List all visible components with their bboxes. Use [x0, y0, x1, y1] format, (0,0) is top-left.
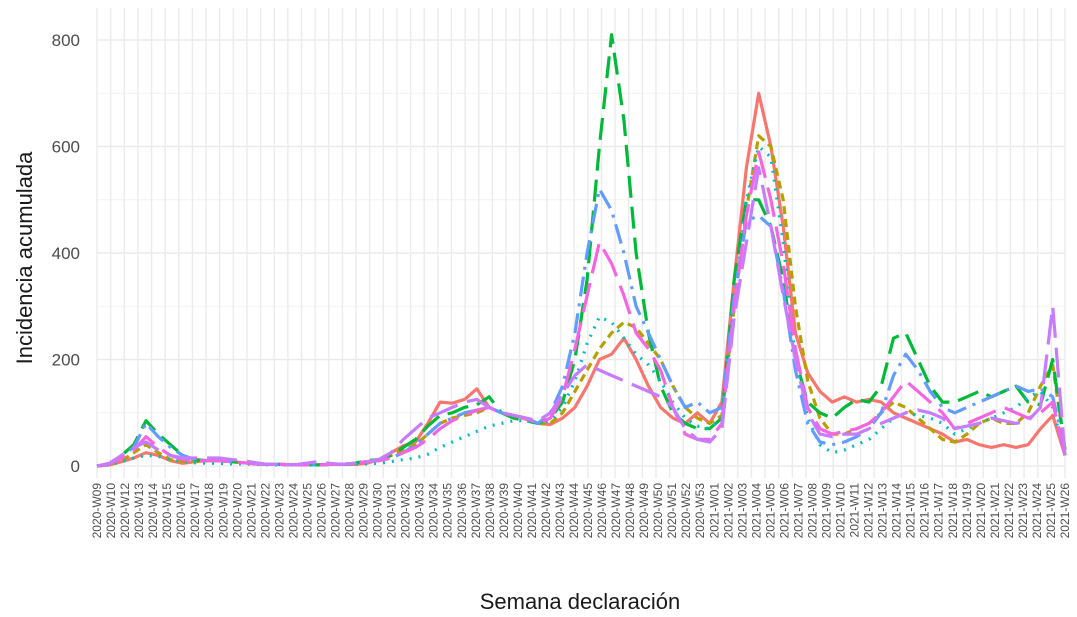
x-tick-label: 2021-W24	[1030, 483, 1044, 539]
x-tick-label: 2021-W07	[791, 483, 805, 539]
x-tick-label: 2020-W17	[188, 483, 202, 539]
x-tick-label: 2020-W48	[623, 483, 637, 539]
x-tick-label: 2021-W05	[763, 483, 777, 539]
y-tick-label: 800	[52, 31, 80, 50]
x-tick-label: 2021-W19	[960, 483, 974, 539]
x-tick-label: 2020-W13	[132, 483, 146, 539]
x-tick-label: 2020-W12	[118, 483, 132, 539]
x-tick-label: 2020-W19	[216, 483, 230, 539]
x-tick-label: 2020-W29	[357, 483, 371, 539]
x-tick-label: 2021-W17	[932, 483, 946, 539]
x-tick-label: 2021-W21	[988, 483, 1002, 539]
x-tick-label: 2021-W09	[820, 483, 834, 539]
x-tick-label: 2021-W18	[946, 483, 960, 539]
x-tick-label: 2020-W36	[455, 483, 469, 539]
y-tick-label: 400	[52, 244, 80, 263]
x-tick-label: 2021-W26	[1058, 483, 1072, 539]
x-tick-label: 2020-W53	[693, 483, 707, 539]
x-tick-label: 2020-W40	[511, 483, 525, 539]
x-tick-label: 2020-W14	[146, 483, 160, 539]
x-tick-label: 2021-W10	[834, 483, 848, 539]
x-tick-label: 2020-W44	[567, 483, 581, 539]
x-tick-label: 2020-W37	[469, 483, 483, 539]
x-tick-label: 2021-W22	[1002, 483, 1016, 539]
x-tick-label: 2020-W23	[272, 483, 286, 539]
x-tick-label: 2021-W12	[862, 483, 876, 539]
x-tick-label: 2021-W04	[749, 483, 763, 539]
x-tick-label: 2021-W02	[721, 483, 735, 539]
x-tick-label: 2020-W31	[385, 483, 399, 539]
x-tick-label: 2020-W43	[553, 483, 567, 539]
x-tick-label: 2021-W16	[918, 483, 932, 539]
x-tick-label: 2020-W45	[581, 483, 595, 539]
x-tick-label: 2020-W32	[399, 483, 413, 539]
x-tick-label: 2020-W30	[371, 483, 385, 539]
x-tick-label: 2021-W20	[974, 483, 988, 539]
x-tick-label: 2020-W24	[286, 483, 300, 539]
series-line-2	[97, 136, 1065, 466]
grid-lines	[97, 8, 1065, 478]
x-tick-label: 2020-W10	[104, 483, 118, 539]
x-tick-label: 2020-W28	[343, 483, 357, 539]
x-tick-label: 2021-W13	[876, 483, 890, 539]
x-tick-label: 2020-W20	[230, 483, 244, 539]
x-tick-label: 2020-W51	[665, 483, 679, 539]
x-tick-label: 2020-W47	[609, 483, 623, 539]
x-tick-label: 2021-W14	[890, 483, 904, 539]
x-tick-label: 2020-W42	[539, 483, 553, 539]
x-tick-label: 2020-W22	[258, 483, 272, 539]
y-tick-label: 200	[52, 351, 80, 370]
y-tick-label: 600	[52, 138, 80, 157]
x-tick-label: 2021-W06	[777, 483, 791, 539]
x-tick-label: 2021-W08	[805, 483, 819, 539]
x-tick-label: 2020-W09	[90, 483, 104, 539]
x-tick-label: 2020-W25	[300, 483, 314, 539]
x-tick-label: 2020-W49	[637, 483, 651, 539]
x-tick-label: 2021-W01	[707, 483, 721, 539]
x-tick-label: 2020-W16	[174, 483, 188, 539]
y-axis-ticks: 0 200 400 600 800	[52, 31, 80, 476]
series-line-3	[97, 35, 1065, 466]
x-tick-label: 2021-W25	[1044, 483, 1058, 539]
x-tick-label: 2020-W21	[244, 483, 258, 539]
x-tick-label: 2021-W11	[848, 483, 862, 538]
series-lines	[97, 35, 1065, 466]
x-tick-label: 2020-W38	[483, 483, 497, 539]
x-tick-label: 2020-W15	[160, 483, 174, 539]
x-axis-ticks: 2020-W09 2020-W10 2020-W12 2020-W13 2020-W14…	[90, 483, 1072, 539]
x-tick-label: 2020-W26	[314, 483, 328, 539]
x-tick-label: 2020-W18	[202, 483, 216, 539]
x-tick-label: 2021-W03	[735, 483, 749, 539]
x-tick-label: 2020-W33	[413, 483, 427, 539]
x-axis-title: Semana declaración	[480, 589, 681, 614]
y-tick-label: 0	[71, 457, 80, 476]
x-tick-label: 2021-W15	[904, 483, 918, 539]
x-tick-label: 2020-W34	[427, 483, 441, 539]
y-axis-title: Incidencia acumulada	[12, 151, 37, 365]
x-tick-label: 2020-W41	[525, 483, 539, 539]
x-tick-label: 2020-W50	[651, 483, 665, 539]
x-tick-label: 2020-W52	[679, 483, 693, 539]
x-tick-label: 2020-W35	[441, 483, 455, 539]
x-tick-label: 2021-W23	[1016, 483, 1030, 539]
x-tick-label: 2020-W39	[497, 483, 511, 539]
x-tick-label: 2020-W46	[595, 483, 609, 539]
x-tick-label: 2020-W27	[328, 483, 342, 539]
